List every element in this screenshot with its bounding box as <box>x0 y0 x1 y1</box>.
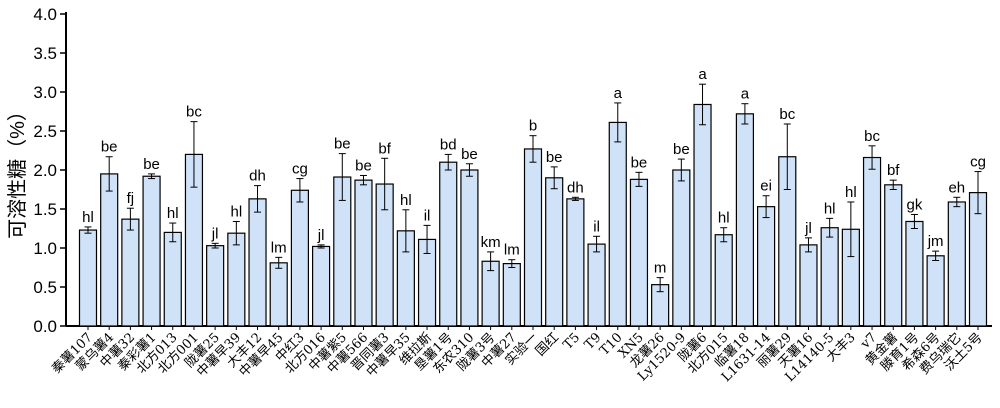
significance-label: a <box>698 66 707 83</box>
significance-label: be <box>546 149 563 166</box>
significance-label: jl <box>317 227 325 244</box>
bar <box>121 218 140 327</box>
bar <box>502 263 521 327</box>
bar <box>862 156 882 327</box>
significance-label: fj <box>127 190 135 207</box>
bar <box>78 229 98 327</box>
significance-label: hl <box>82 209 94 226</box>
bar <box>629 178 649 327</box>
bar <box>884 184 903 327</box>
y-tick-label: 3.0 <box>33 83 57 102</box>
axes: 0.00.51.01.52.02.53.03.54.0秦薯107蒙乌薯4中薯32… <box>33 5 992 385</box>
significance-label: be <box>143 156 160 173</box>
bar <box>566 198 585 327</box>
significance-label: m <box>654 260 667 277</box>
y-axis-label: 可溶性糖（%） <box>6 101 29 239</box>
significance-label: bd <box>440 136 457 153</box>
bar <box>100 173 119 327</box>
significance-label: jm <box>927 233 944 250</box>
bar <box>693 103 712 327</box>
significance-label: hl <box>845 184 857 201</box>
significance-label: bc <box>186 104 202 121</box>
significance-label: a <box>741 86 750 103</box>
bar <box>290 189 310 327</box>
significance-label: il <box>593 218 600 235</box>
x-tick-label: 国红 <box>532 330 562 360</box>
significance-label: be <box>334 136 351 153</box>
bar <box>248 198 267 327</box>
significance-label: be <box>101 139 118 156</box>
bar <box>926 255 945 327</box>
bar <box>311 245 331 327</box>
bar <box>523 148 543 327</box>
significance-label: il <box>424 207 431 224</box>
bar <box>227 232 246 327</box>
significance-label: be <box>673 141 690 158</box>
significance-label: be <box>355 157 372 174</box>
bar <box>163 231 182 327</box>
y-tick-label: 2.0 <box>33 161 57 180</box>
y-tick-label: 1.0 <box>33 239 57 258</box>
y-tick-label: 1.5 <box>33 200 57 219</box>
significance-label: hl <box>230 203 242 220</box>
significance-label: cg <box>970 154 986 171</box>
bar <box>269 262 288 327</box>
bar <box>947 201 966 327</box>
significance-label: dh <box>567 179 584 196</box>
significance-label: bf <box>378 140 391 157</box>
bar <box>354 179 373 327</box>
significance-label: lm <box>504 242 520 259</box>
significance-label: dh <box>249 168 266 185</box>
significance-label: jl <box>804 220 812 237</box>
bars: hlbefjbehlbcjlhldhlmcgjlbebebfhlilbdbekm… <box>78 66 988 327</box>
y-tick-label: 0.5 <box>33 278 57 297</box>
bar <box>608 121 627 327</box>
bar <box>756 206 776 327</box>
bar <box>206 245 225 327</box>
significance-label: cg <box>292 161 308 178</box>
significance-label: hl <box>718 210 730 227</box>
significance-label: ei <box>760 178 772 195</box>
bar <box>587 243 606 327</box>
y-tick-label: 3.5 <box>33 44 57 63</box>
bar <box>905 220 924 327</box>
bar <box>714 234 733 327</box>
significance-label: km <box>481 234 501 251</box>
significance-label: lm <box>271 239 287 256</box>
bar <box>142 175 161 327</box>
significance-label: a <box>614 85 623 102</box>
bar <box>735 113 755 327</box>
significance-label: bc <box>779 106 795 123</box>
bar <box>820 227 839 327</box>
y-tick-label: 2.5 <box>33 122 57 141</box>
significance-label: gk <box>907 196 923 213</box>
bar <box>545 177 564 327</box>
significance-label: hl <box>400 192 412 209</box>
bar <box>439 161 458 327</box>
significance-label: jl <box>211 225 219 242</box>
bar <box>799 244 818 327</box>
significance-label: b <box>529 118 537 135</box>
x-tick-label: T5 <box>561 330 584 353</box>
significance-label: bc <box>864 128 880 145</box>
significance-label: be <box>631 154 648 171</box>
bar <box>460 169 479 327</box>
significance-label: hl <box>167 205 179 222</box>
significance-label: hl <box>824 200 836 217</box>
y-tick-label: 0.0 <box>33 317 57 336</box>
significance-label: bf <box>887 162 900 179</box>
significance-label: eh <box>948 179 965 196</box>
significance-label: be <box>461 146 478 163</box>
bar <box>672 169 691 327</box>
y-tick-label: 4.0 <box>33 5 57 24</box>
